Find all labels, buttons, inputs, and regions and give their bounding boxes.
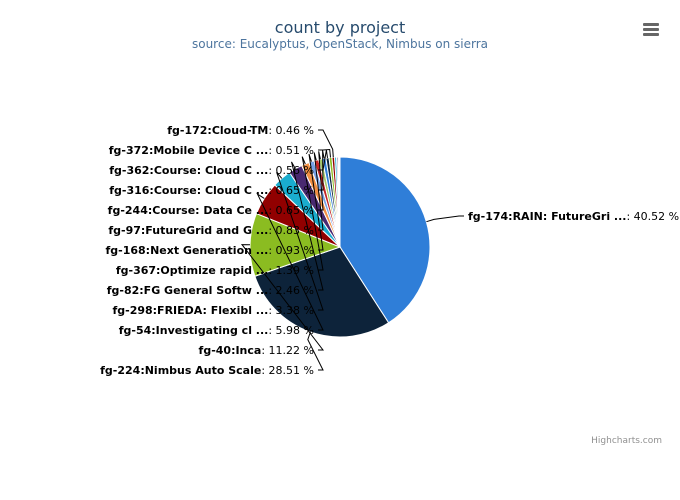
data-label: fg-224:Nimbus Auto Scale: 28.51 % [100, 364, 314, 377]
data-label: fg-82:FG General Softw ...: 2.46 % [107, 284, 314, 297]
data-label: fg-54:Investigating cl ...: 5.98 % [119, 324, 314, 337]
chart-title: count by project [275, 18, 405, 37]
label-connector [318, 148, 331, 158]
credits-text[interactable]: Highcharts.com [591, 436, 662, 446]
label-connector [313, 152, 324, 231]
label-connector [256, 192, 324, 331]
data-label: fg-367:Optimize rapid ...: 1.39 % [116, 264, 314, 277]
label-connector [240, 244, 325, 351]
chart-subtitle: source: Eucalyptus, OpenStack, Nimbus on… [192, 37, 488, 51]
pie-slice[interactable] [338, 156, 341, 248]
data-label: fg-372:Mobile Device C ...: 0.51 % [109, 144, 314, 157]
data-label: fg-244:Course: Data Ce ...: 0.65 % [108, 204, 314, 217]
data-label: fg-316:Course: Cloud C ...: 0.65 % [109, 184, 314, 197]
pie-slice[interactable] [254, 246, 390, 338]
data-label: fg-172:Cloud-TM: 0.46 % [167, 124, 314, 137]
data-label: fg-362:Course: Cloud C ...: 0.56 % [109, 164, 314, 177]
data-label: fg-298:FRIEDA: Flexibl ...: 3.38 % [112, 304, 314, 317]
label-connector [318, 129, 334, 158]
label-connector [318, 149, 328, 171]
label-connector [426, 215, 464, 223]
label-connector [308, 153, 324, 251]
label-connector [307, 331, 324, 371]
label-connector [276, 171, 324, 311]
menu-button[interactable] [636, 16, 666, 42]
label-connector [318, 151, 324, 211]
data-label: fg-174:RAIN: FutureGri ...: 40.52 % [468, 210, 679, 223]
pie-slice[interactable] [249, 212, 342, 277]
data-label: fg-97:FutureGrid and G ...: 0.83 % [108, 224, 314, 237]
data-label: fg-168:Next Generation ...: 0.93 % [105, 244, 314, 257]
label-connector [301, 156, 324, 271]
data-labels: fg-174:RAIN: FutureGri ...: 40.52 % fg-22… [100, 124, 679, 377]
data-label: fg-40:Inca: 11.22 % [199, 344, 314, 357]
label-connectors [240, 129, 464, 371]
label-connector [291, 161, 324, 291]
menu-icon [643, 23, 659, 26]
